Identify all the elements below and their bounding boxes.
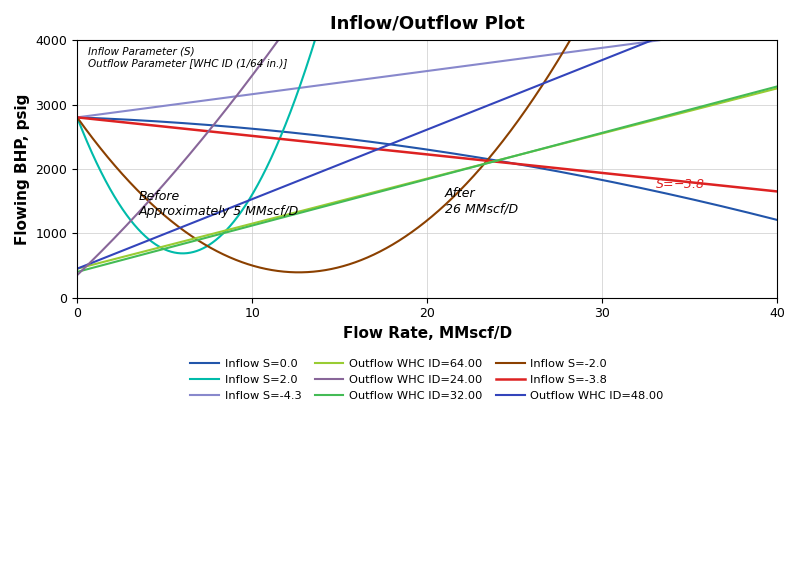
Outflow WHC ID=64.00 <box>394 182 404 189</box>
Outflow WHC ID=24.00 <box>88 257 98 264</box>
Outflow WHC ID=32.00 <box>772 83 782 90</box>
Outflow WHC ID=24.00 <box>274 37 283 44</box>
Y-axis label: Flowing BHP, psig: Flowing BHP, psig <box>15 93 30 244</box>
Line: Outflow WHC ID=64.00: Outflow WHC ID=64.00 <box>77 89 777 269</box>
Text: $S$=−3.8: $S$=−3.8 <box>654 179 705 191</box>
Outflow WHC ID=48.00 <box>305 173 314 180</box>
Line: Outflow WHC ID=24.00: Outflow WHC ID=24.00 <box>77 41 278 275</box>
Inflow S=-2.0 <box>565 37 574 44</box>
Outflow WHC ID=24.00 <box>112 232 122 239</box>
Outflow WHC ID=32.00 <box>108 259 118 266</box>
Outflow WHC ID=24.00 <box>212 118 222 125</box>
Inflow S=-2.0 <box>159 211 169 218</box>
Line: Inflow S=-4.3: Inflow S=-4.3 <box>77 40 660 118</box>
Inflow S=-4.3 <box>655 37 665 43</box>
Outflow WHC ID=64.00 <box>413 178 422 184</box>
Outflow WHC ID=32.00 <box>623 122 633 129</box>
Inflow S=2.0 <box>310 37 320 44</box>
Text: Before
Approximately 5 MMscf/D: Before Approximately 5 MMscf/D <box>138 190 298 218</box>
Inflow S=0.0 <box>108 115 118 122</box>
Line: Inflow S=-3.8: Inflow S=-3.8 <box>77 118 777 191</box>
Line: Outflow WHC ID=48.00: Outflow WHC ID=48.00 <box>77 40 652 269</box>
Outflow WHC ID=64.00 <box>772 85 782 92</box>
Inflow S=2.0 <box>268 151 278 158</box>
Line: Inflow S=-2.0: Inflow S=-2.0 <box>77 41 570 272</box>
Outflow WHC ID=64.00 <box>623 123 633 130</box>
Inflow S=-2.0 <box>72 114 82 121</box>
Legend: Inflow S=0.0, Inflow S=2.0, Inflow S=-4.3, Outflow WHC ID=64.00, Outflow WHC ID=: Inflow S=0.0, Inflow S=2.0, Inflow S=-4.… <box>186 355 668 405</box>
Inflow S=-3.8 <box>108 118 118 124</box>
Inflow S=-2.0 <box>154 207 163 214</box>
Inflow S=-2.0 <box>314 268 323 275</box>
Outflow WHC ID=64.00 <box>752 90 762 97</box>
Outflow WHC ID=32.00 <box>394 183 404 190</box>
Inflow S=-3.8 <box>772 188 782 195</box>
Inflow S=0.0 <box>72 114 82 121</box>
Inflow S=2.0 <box>178 250 188 257</box>
Inflow S=2.0 <box>257 175 266 182</box>
Inflow S=2.0 <box>249 189 258 196</box>
Outflow WHC ID=64.00 <box>752 90 762 97</box>
Text: After
26 MMscf/D: After 26 MMscf/D <box>445 187 518 215</box>
Inflow S=-2.0 <box>439 202 449 209</box>
Outflow WHC ID=32.00 <box>752 89 762 95</box>
Line: Inflow S=2.0: Inflow S=2.0 <box>77 41 315 254</box>
Inflow S=2.0 <box>72 114 82 121</box>
Outflow WHC ID=48.00 <box>72 266 82 272</box>
Outflow WHC ID=64.00 <box>72 266 82 272</box>
Line: Inflow S=0.0: Inflow S=0.0 <box>77 118 777 220</box>
Outflow WHC ID=32.00 <box>72 268 82 275</box>
Inflow S=-3.8 <box>72 114 82 121</box>
Text: Inflow Parameter (S)
Outflow Parameter [WHC ID (1/64 in.)]: Inflow Parameter (S) Outflow Parameter [… <box>88 47 287 68</box>
Inflow S=-3.8 <box>623 172 633 179</box>
Outflow WHC ID=24.00 <box>182 154 191 161</box>
Inflow S=-2.0 <box>294 269 303 276</box>
Outflow WHC ID=48.00 <box>647 37 657 43</box>
Inflow S=0.0 <box>623 182 633 189</box>
Inflow S=0.0 <box>752 211 762 218</box>
Outflow WHC ID=48.00 <box>614 50 624 57</box>
Outflow WHC ID=32.00 <box>413 178 422 185</box>
Inflow S=-4.3 <box>236 93 246 99</box>
Outflow WHC ID=32.00 <box>752 89 762 95</box>
Outflow WHC ID=48.00 <box>588 61 598 67</box>
Inflow S=2.0 <box>120 210 130 216</box>
Outflow WHC ID=48.00 <box>398 136 407 143</box>
Outflow WHC ID=48.00 <box>106 252 116 259</box>
Inflow S=-4.3 <box>615 42 625 49</box>
Outflow WHC ID=48.00 <box>560 71 570 78</box>
Inflow S=0.0 <box>772 216 782 223</box>
Title: Inflow/Outflow Plot: Inflow/Outflow Plot <box>330 15 525 33</box>
Inflow S=0.0 <box>394 142 404 149</box>
Inflow S=-2.0 <box>270 267 279 274</box>
Outflow WHC ID=24.00 <box>72 272 82 279</box>
Inflow S=0.0 <box>752 211 762 218</box>
Inflow S=-4.3 <box>93 111 102 118</box>
Inflow S=-3.8 <box>752 186 762 192</box>
Outflow WHC ID=64.00 <box>108 256 118 263</box>
Inflow S=0.0 <box>413 144 422 151</box>
Inflow S=2.0 <box>293 90 302 96</box>
Inflow S=-4.3 <box>462 62 471 69</box>
Inflow S=-2.0 <box>420 219 430 226</box>
Inflow S=-4.3 <box>558 50 568 57</box>
Outflow WHC ID=24.00 <box>221 107 230 114</box>
X-axis label: Flow Rate, MMscf/D: Flow Rate, MMscf/D <box>342 326 512 341</box>
Inflow S=2.0 <box>284 113 294 120</box>
Inflow S=-3.8 <box>752 186 762 192</box>
Outflow WHC ID=24.00 <box>250 68 260 75</box>
Inflow S=-4.3 <box>470 61 480 68</box>
Line: Outflow WHC ID=32.00: Outflow WHC ID=32.00 <box>77 86 777 272</box>
Inflow S=-4.3 <box>72 114 82 121</box>
Inflow S=-3.8 <box>413 150 422 157</box>
Inflow S=-3.8 <box>394 148 404 155</box>
